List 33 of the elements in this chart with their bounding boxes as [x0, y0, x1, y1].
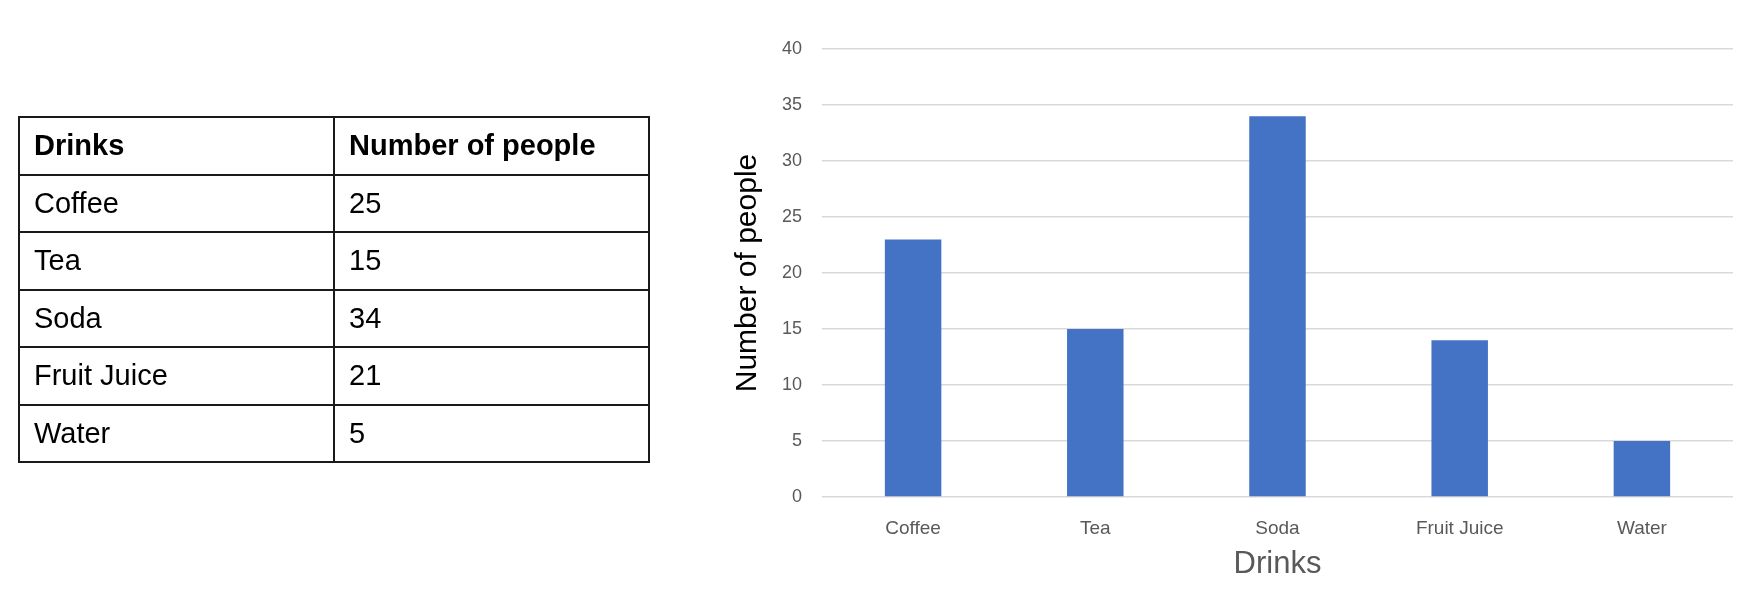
- bar: [1431, 340, 1488, 497]
- y-tick-label: 30: [781, 149, 802, 170]
- y-axis-title: Number of people: [729, 153, 763, 393]
- x-tick-label: Water: [1616, 516, 1668, 538]
- y-tick-label: 5: [791, 429, 802, 450]
- data-label: 34: [334, 289, 649, 347]
- y-tick-label: 20: [781, 261, 802, 282]
- category-label: Soda: [19, 289, 334, 347]
- x-tick-label: Tea: [1079, 516, 1112, 538]
- category-label: Water: [19, 404, 334, 462]
- y-tick-label: 35: [781, 93, 802, 114]
- x-tick-label: Fruit Juice: [1415, 516, 1504, 538]
- x-tick-label: Coffee: [885, 516, 941, 538]
- y-tick-label: 10: [781, 373, 802, 394]
- y-tick-label: 15: [781, 317, 802, 338]
- bar: [1613, 441, 1671, 497]
- category-label: Tea: [19, 232, 334, 290]
- data-label: 21: [334, 347, 649, 405]
- x-tick-label: Soda: [1255, 516, 1301, 538]
- data-label: 25: [334, 174, 649, 232]
- text: Drinks: [19, 117, 334, 175]
- text: Number of people: [334, 117, 649, 175]
- y-tick-label: 0: [791, 485, 802, 506]
- data-label: 5: [334, 404, 649, 462]
- bar: [884, 239, 942, 497]
- y-tick-label: 25: [781, 205, 802, 226]
- category-label: Fruit Juice: [19, 347, 334, 405]
- x-axis-title: Drinks: [1233, 544, 1322, 580]
- category-label: Coffee: [19, 174, 334, 232]
- bar: [1249, 116, 1306, 497]
- y-tick-label: 40: [781, 37, 802, 58]
- bar: [1067, 329, 1124, 497]
- data-label: 15: [334, 232, 649, 290]
